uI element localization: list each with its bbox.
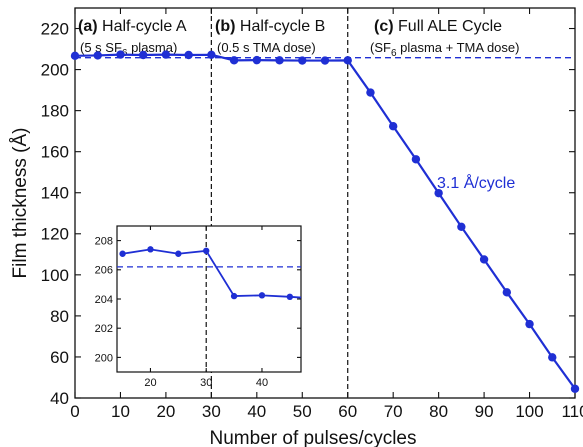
data-point xyxy=(275,56,284,65)
y-tick-label: 208 xyxy=(95,235,113,247)
x-tick-label: 20 xyxy=(144,377,156,389)
data-point xyxy=(147,246,154,253)
data-point xyxy=(479,255,489,264)
data-point xyxy=(229,56,239,65)
x-tick-label: 90 xyxy=(475,402,494,421)
data-point xyxy=(161,50,171,59)
x-tick-label: 10 xyxy=(111,402,130,421)
data-point xyxy=(175,250,182,257)
y-tick-label: 220 xyxy=(41,19,69,38)
etch-rate-label: 3.1 Å/cycle xyxy=(437,173,515,192)
y-axis-title: Film thickness (Å) xyxy=(10,128,31,279)
panel-b-title: (b) Half-cycle B xyxy=(215,18,325,35)
y-tick-label: 206 xyxy=(95,265,113,277)
data-point xyxy=(411,155,421,164)
inset-plot: 20 30 40 200 202 204 206 208 xyxy=(95,225,302,389)
main-series xyxy=(70,50,580,393)
data-point xyxy=(286,293,294,301)
data-point xyxy=(343,56,352,65)
x-tick-label: 50 xyxy=(293,402,312,421)
y-tick-label: 100 xyxy=(41,266,69,285)
data-point xyxy=(388,122,398,131)
x-axis-title: Number of pulses/cycles xyxy=(210,428,417,447)
data-point xyxy=(93,51,102,60)
data-point xyxy=(434,188,443,198)
x-tick-label: 30 xyxy=(200,377,212,389)
y-tick-label: 204 xyxy=(95,294,113,306)
inset-plot-frame xyxy=(116,225,302,373)
x-tick-label: 30 xyxy=(202,402,221,421)
x-tick-label: 80 xyxy=(429,402,448,421)
data-point xyxy=(252,55,262,65)
data-point xyxy=(184,50,193,60)
x-tick-label: 40 xyxy=(247,402,266,421)
x-tick-label: 60 xyxy=(338,402,357,421)
data-point xyxy=(525,319,534,329)
panel-c-title: (c) Full ALE Cycle xyxy=(374,18,502,35)
data-point xyxy=(457,222,466,232)
data-point xyxy=(320,56,330,65)
data-point xyxy=(570,384,580,393)
inset-series xyxy=(119,246,302,301)
x-tick-label: 70 xyxy=(384,402,403,421)
y-tick-label: 160 xyxy=(41,143,69,162)
x-tick-label: 20 xyxy=(156,402,175,421)
main-ticks: 0 10 20 30 40 50 60 70 80 90 100 110 40 60 80 100 120 140… xyxy=(41,8,583,421)
y-tick-label: 120 xyxy=(41,225,69,244)
y-tick-label: 140 xyxy=(41,184,69,203)
panel-a-title: (a) Half-cycle A xyxy=(78,18,187,35)
x-tick-label: 0 xyxy=(70,402,79,421)
data-point xyxy=(116,50,125,59)
series-line xyxy=(122,248,302,299)
y-tick-label: 40 xyxy=(50,389,69,408)
data-point xyxy=(138,50,148,60)
x-tick-label: 40 xyxy=(256,377,268,389)
data-point xyxy=(258,292,266,299)
main-plot-frame xyxy=(74,7,576,399)
y-tick-label: 200 xyxy=(41,61,69,80)
panel-b-subtitle: (0.5 s TMA dose) xyxy=(217,40,316,55)
data-point xyxy=(548,353,557,362)
data-point xyxy=(366,88,375,97)
data-point xyxy=(119,250,126,257)
y-tick-label: 80 xyxy=(50,307,69,326)
data-point xyxy=(70,51,80,61)
inset-ticks: 20 30 40 200 202 204 206 208 xyxy=(95,226,301,389)
y-tick-label: 60 xyxy=(50,348,69,367)
x-tick-label: 100 xyxy=(515,402,543,421)
data-point xyxy=(502,288,512,297)
data-point xyxy=(230,292,238,300)
y-tick-label: 200 xyxy=(95,352,113,364)
y-tick-label: 202 xyxy=(95,323,113,335)
data-point xyxy=(207,50,216,59)
data-point xyxy=(298,56,307,65)
panel-c-subtitle: (SF6 plasma + TMA dose) xyxy=(370,40,519,59)
x-tick-label: 110 xyxy=(561,402,583,421)
data-point xyxy=(203,247,210,255)
y-tick-label: 180 xyxy=(41,102,69,121)
